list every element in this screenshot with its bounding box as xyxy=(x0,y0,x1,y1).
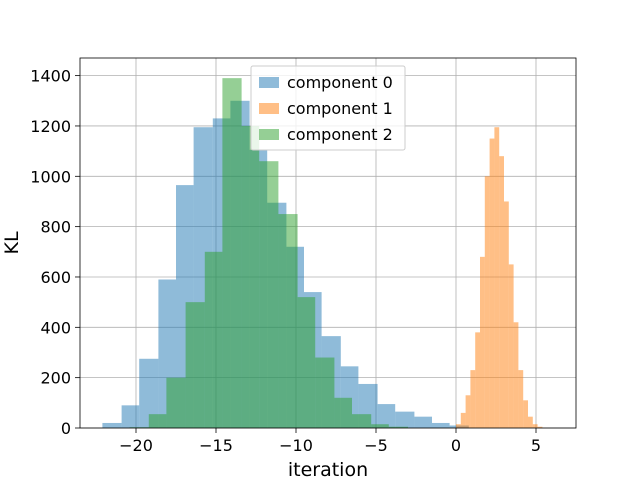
plot-frame xyxy=(79,57,577,429)
bars-layer xyxy=(102,78,543,429)
x-axis-label: iteration xyxy=(288,459,368,480)
legend-swatch xyxy=(259,103,279,114)
histogram-bar xyxy=(278,214,298,428)
histogram-bar xyxy=(537,426,543,428)
histogram-bar xyxy=(508,264,514,428)
y-tick-label: 600 xyxy=(40,268,71,287)
series-2-bars xyxy=(129,78,408,429)
histogram-bar xyxy=(480,256,485,428)
legend-label: component 1 xyxy=(287,99,393,118)
histogram-bar xyxy=(470,370,476,428)
histogram-bar xyxy=(185,302,205,428)
histogram-bar xyxy=(352,414,372,428)
histogram-bar xyxy=(465,395,471,428)
histogram-bar xyxy=(475,332,480,428)
histogram-bar xyxy=(241,125,260,429)
histogram-bar xyxy=(489,138,495,428)
histogram-bar xyxy=(297,297,316,428)
y-tick-label: 0 xyxy=(61,419,71,438)
histogram-bar xyxy=(494,127,500,429)
histogram-bar xyxy=(456,424,461,428)
histogram-bar xyxy=(148,414,167,428)
y-tick-label: 800 xyxy=(40,218,71,237)
histogram-bar xyxy=(414,416,432,428)
histogram-bar xyxy=(504,201,509,428)
x-tick-label: −20 xyxy=(119,436,153,455)
histogram-bar xyxy=(499,156,504,428)
histogram-bar xyxy=(371,424,389,428)
y-tick-label: 1200 xyxy=(30,117,71,136)
histogram-bar xyxy=(139,358,159,428)
histogram-bar xyxy=(518,370,524,428)
histogram-bar xyxy=(315,357,335,428)
histogram-bar xyxy=(532,424,538,428)
y-tick-label: 1000 xyxy=(30,167,71,186)
legend-label: component 2 xyxy=(287,125,393,144)
y-tick-label: 1400 xyxy=(30,67,71,86)
legend: component 0 component 1 component 2 xyxy=(250,65,406,151)
y-axis-label: KL xyxy=(1,231,23,254)
legend-swatch xyxy=(259,77,279,88)
histogram-bar xyxy=(222,78,242,429)
x-tick-label: 0 xyxy=(451,436,461,455)
x-tick-label: −15 xyxy=(199,436,233,455)
histogram-bar xyxy=(377,404,396,428)
legend-swatch xyxy=(259,129,279,140)
x-tick-label: 5 xyxy=(531,436,541,455)
histogram-bar xyxy=(513,322,519,428)
histogram-bar xyxy=(528,416,533,428)
legend-box xyxy=(250,65,406,151)
y-tick-label: 400 xyxy=(40,318,71,337)
histogram-bar xyxy=(484,176,490,428)
histogram-bar xyxy=(121,405,140,428)
legend-label: component 0 xyxy=(287,73,393,92)
histogram-bar xyxy=(259,161,279,429)
x-tick-label: −10 xyxy=(279,436,313,455)
histogram-bar xyxy=(204,251,223,428)
histogram-bar xyxy=(334,397,352,428)
histogram-bar xyxy=(460,412,466,428)
histogram-bar xyxy=(523,400,528,428)
y-tick-label: 200 xyxy=(40,369,71,388)
histogram-bar xyxy=(166,377,186,428)
ticks-layer: −20 −15 −10 −5 0 5 0 200 400 600 800 1000 1200 1400 xyxy=(30,67,541,455)
histogram-bar xyxy=(395,411,415,428)
series-1-bars xyxy=(456,127,543,429)
histogram-bar xyxy=(388,426,408,428)
histogram-bar xyxy=(432,422,450,428)
x-tick-label: −5 xyxy=(364,436,388,455)
histogram-bar xyxy=(102,422,122,428)
